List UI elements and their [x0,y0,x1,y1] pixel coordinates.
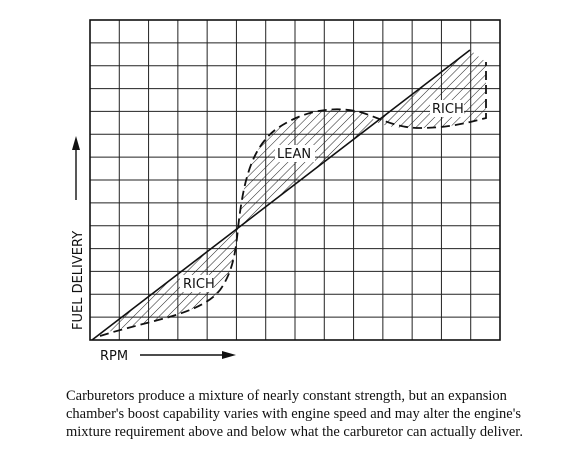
y-axis-label: FUEL DELIVERY [71,231,86,330]
lean-label: LEAN [277,147,311,162]
caption-line: Carburetors produce a mixture of nearly … [66,388,508,404]
x-axis-label: RPM [100,349,128,364]
label-bg [180,275,214,292]
rich-label: RICH [183,277,215,292]
caption-line: chamber's boost capability varies with e… [66,406,521,422]
requirement-curve [99,62,487,337]
rich-label: RICH [432,102,464,117]
x-arrowhead [222,351,236,359]
grid [90,20,500,340]
frame [89,19,501,341]
label-bg [430,100,464,117]
caption-line: mixture requirement above and below what… [66,424,523,440]
carburetor-line [91,49,471,341]
label-bg [275,145,315,162]
lean-region [238,109,376,228]
y-arrowhead [72,136,80,150]
